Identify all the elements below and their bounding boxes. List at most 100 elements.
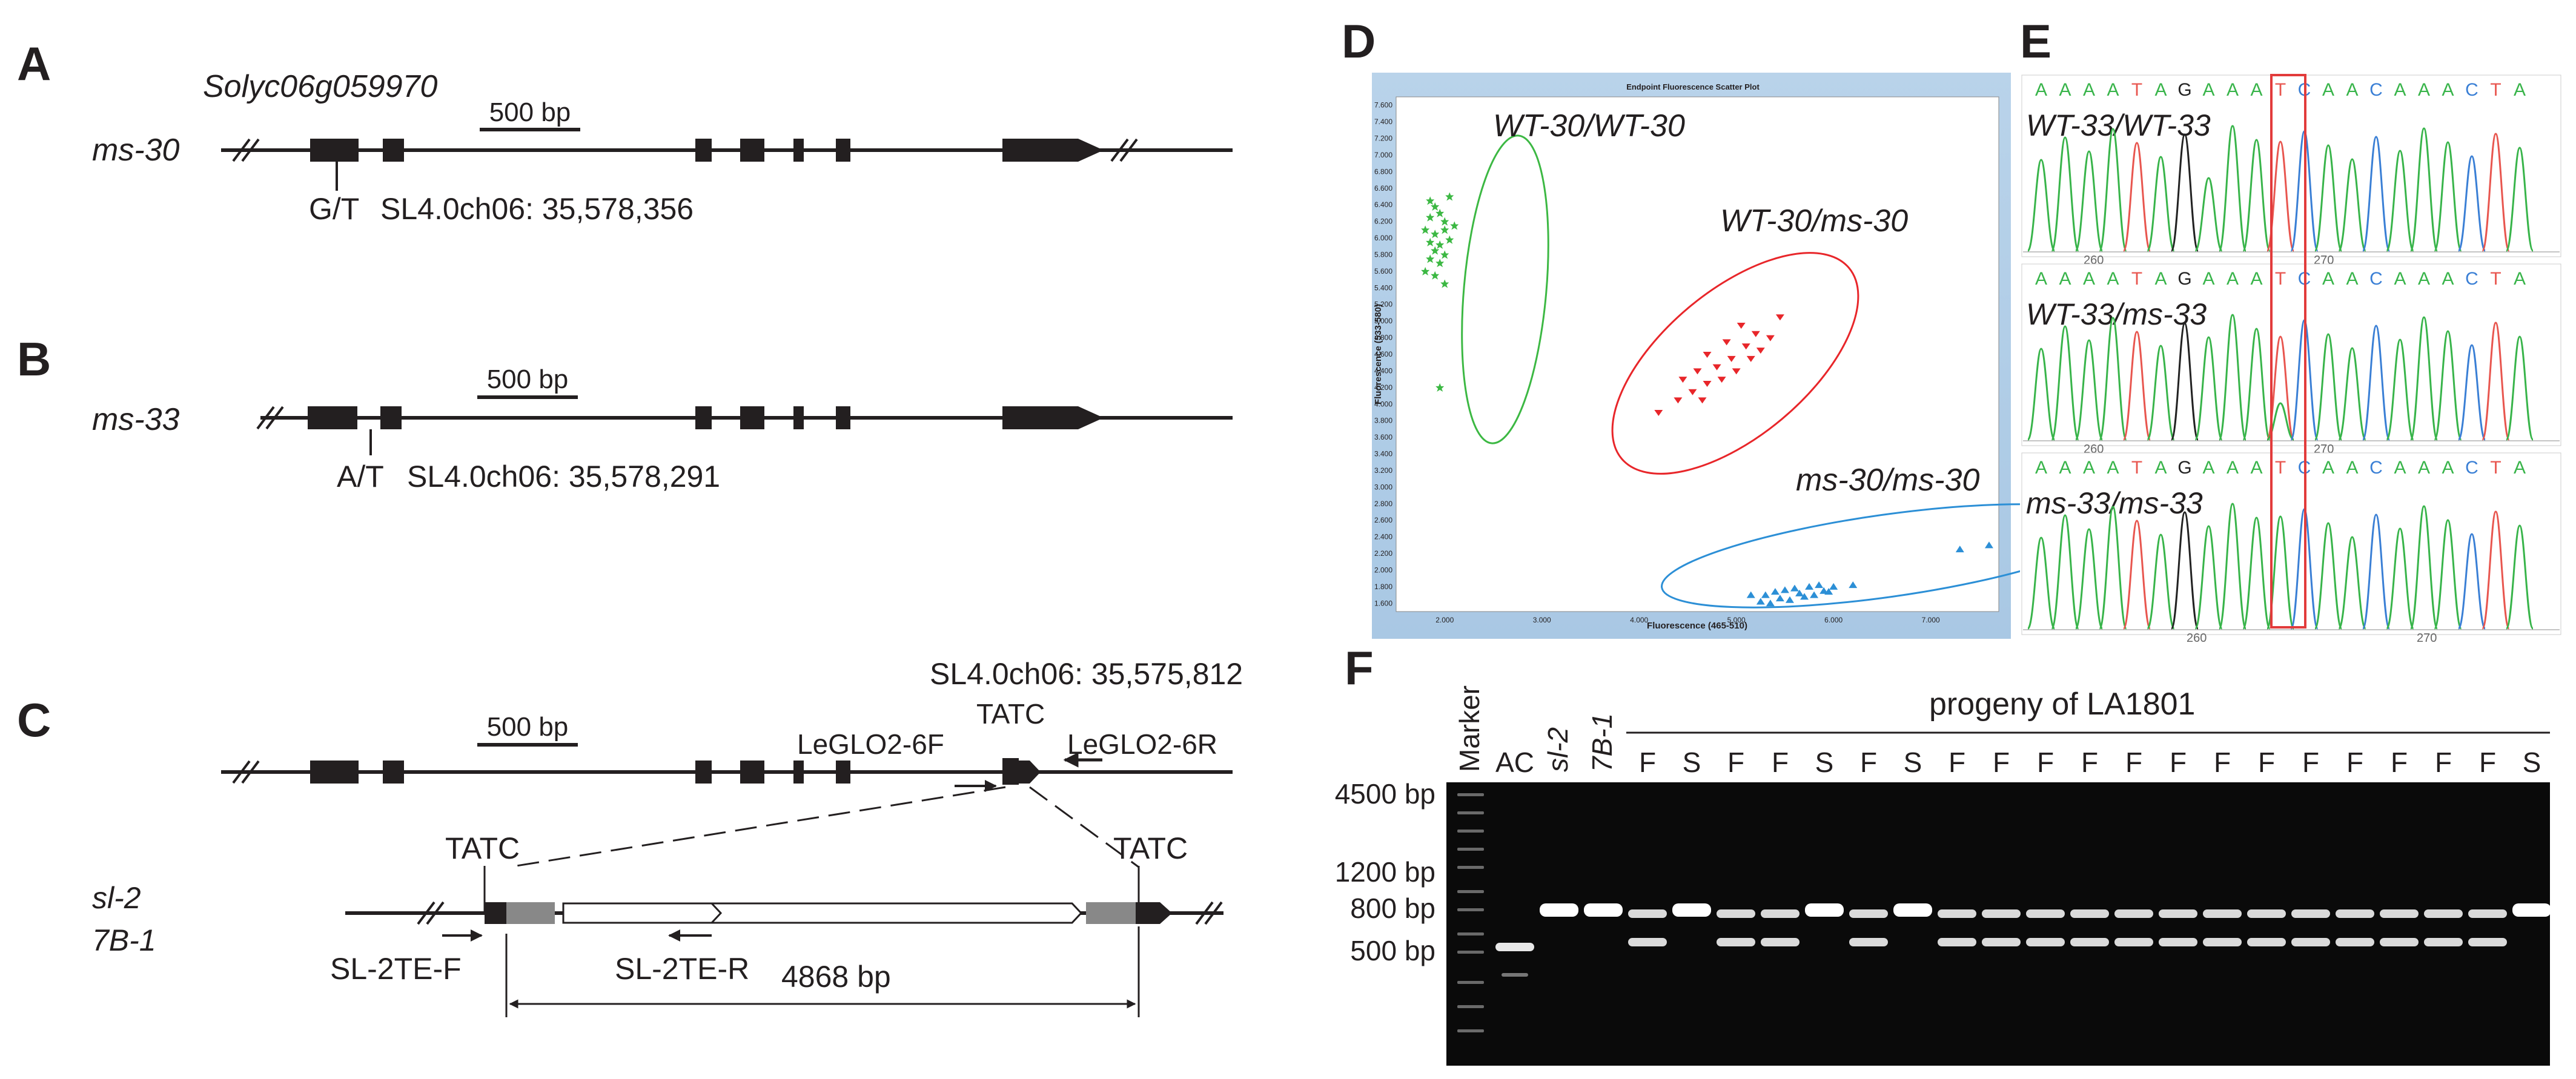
panel-f: F progeny of LA1801 Marker AC sl-2 7B-1 F S F F… [1335,641,2551,1066]
data-point [1955,546,1964,553]
gel-band [2424,909,2463,918]
allele-label-7b1: 7B-1 [92,923,156,957]
gel-band [1540,903,1578,917]
data-point [1698,397,1707,404]
gel-band [2026,938,2065,946]
data-point [1703,380,1712,387]
size-label-4500: 4500 bp [1335,778,1435,810]
gel-band [2424,938,2463,946]
gel-band-faint [1502,973,1528,977]
data-point [1737,323,1746,329]
data-point [1815,581,1824,589]
trace-peak [2362,513,2391,630]
chromatogram-panel [2021,263,2561,446]
trace-peak [2218,503,2247,630]
size-label-1200: 1200 bp [1335,856,1435,888]
gel-band [2159,909,2197,918]
trace-peak [2147,156,2175,252]
data-point [1746,355,1755,362]
data-point [1741,343,1750,350]
base-call: G [2177,458,2191,478]
base-call: A [2418,458,2430,478]
gel-band [2247,938,2286,946]
trace-peak [2362,136,2391,252]
gel-band [2070,938,2109,946]
trace-peak [2505,524,2534,630]
gel-band [2380,909,2419,918]
lane-label: F [1993,747,2010,778]
trace-peak [2074,339,2104,441]
ladder-band [1457,866,1484,869]
gel-band [1938,938,1976,946]
lane-label: S [1815,747,1834,778]
data-point [1435,240,1445,249]
trace-peak [2409,505,2439,630]
gel-band [2203,909,2242,918]
trace-peak [2434,141,2462,252]
break-marks-right [1110,138,1138,162]
base-call: T [2275,269,2286,289]
y-tick-label: 3.400 [1374,450,1392,458]
y-tick-label: 6.600 [1374,184,1392,193]
trace-peak [2218,125,2247,252]
data-point [1732,368,1741,375]
base-call: A [2250,80,2262,100]
base-call: A [2154,80,2167,100]
base-call: A [2514,269,2526,289]
te-body [562,902,1083,924]
te-length-label: 4868 bp [781,960,891,994]
data-point [1746,591,1755,598]
data-point [1790,584,1799,592]
gel-band [2336,938,2374,946]
y-axis-label: Fluorescence (533-580) [1373,304,1383,404]
gel-band [2159,938,2197,946]
data-point [1756,348,1765,354]
gel-band [2203,938,2242,946]
base-call: A [2442,269,2454,289]
base-call: A [2107,458,2119,478]
trace-peak [2099,506,2127,630]
trace-peak [2051,136,2079,252]
data-point [1775,595,1784,602]
trace-peak [2027,348,2056,441]
cluster-label-ms: ms-30/ms-30 [1796,463,1979,498]
lane-label: S [1683,747,1701,778]
base-call: C [2369,458,2383,478]
base-call: A [2202,269,2214,289]
base-call: T [2131,80,2142,100]
panel-letter-f: F [1345,641,1374,695]
trace-peak [2314,144,2343,252]
data-point [1770,588,1780,595]
gel-band [2512,903,2551,917]
base-call: A [2227,80,2239,100]
trace-peak [2457,533,2486,630]
lane-label: F [2170,747,2187,778]
data-point [1440,279,1449,288]
lane-label: F [1949,747,1965,778]
y-tick-label: 5.000 [1374,317,1392,325]
data-point [1984,541,1993,549]
primer-legl02-6r: LeGLO2-6R [1067,728,1217,760]
cluster-label-het: WT-30/ms-30 [1720,203,1908,239]
gel-band [1628,938,1667,946]
data-point [1426,213,1435,222]
base-call: A [2346,80,2358,100]
snp-label: A/T [337,460,384,493]
base-call: A [2035,269,2047,289]
exons [310,139,1104,162]
data-point [1431,229,1440,239]
base-call: C [2369,269,2383,289]
base-call: A [2154,458,2167,478]
lane-label: F [1727,747,1744,778]
data-point [1761,591,1770,598]
lane-label: F [2346,747,2363,778]
panel-letter-b: B [17,332,51,386]
data-point [1849,581,1858,589]
y-tick-label: 2.800 [1374,500,1392,508]
panel-b: B ms-33 500 bp A/T SL4.0ch06: 35,578,291 [17,332,1233,493]
trace-peak [2386,527,2414,630]
trace-peak [2122,331,2151,441]
gel-band [2291,909,2330,918]
y-tick-label: 1.600 [1374,599,1392,607]
te-primer-r-label: SL-2TE-R [615,952,749,986]
